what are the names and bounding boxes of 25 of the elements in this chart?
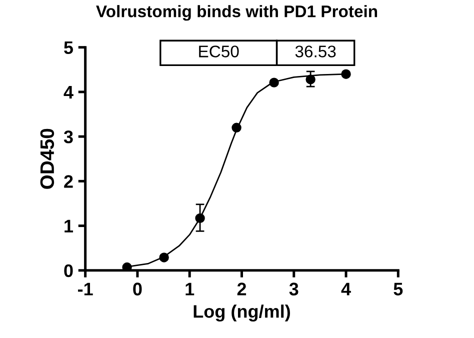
annotation: 36.53 <box>295 46 336 58</box>
point <box>232 122 242 132</box>
point <box>306 74 316 84</box>
x-tick-label: 4 <box>341 282 351 296</box>
chart-title: Volrustomig binds with PD1 Protein <box>96 5 378 21</box>
x-tick-label: 0 <box>133 282 142 296</box>
y-tick-label: 4 <box>64 86 74 98</box>
point <box>159 252 169 262</box>
annotation: EC50 <box>199 46 239 58</box>
y-tick-label: 2 <box>64 175 73 188</box>
point <box>341 69 351 79</box>
x-tick-label: 3 <box>289 282 298 296</box>
y-tick-label: 5 <box>64 41 74 54</box>
x-tick-label: 1 <box>186 282 194 296</box>
x-tick-label: -1 <box>78 282 93 296</box>
point <box>195 213 205 224</box>
point <box>122 262 132 270</box>
y-axis-title: OD450 <box>40 128 54 189</box>
x-axis-title: Log (ng/ml) <box>194 304 290 322</box>
x-tick-label: 2 <box>237 282 246 296</box>
y-tick-label: 3 <box>64 130 73 144</box>
x-tick-label: 5 <box>394 282 403 296</box>
y-tick-label: 0 <box>64 264 73 278</box>
y-tick-label: 1 <box>64 220 74 232</box>
point <box>269 78 279 88</box>
